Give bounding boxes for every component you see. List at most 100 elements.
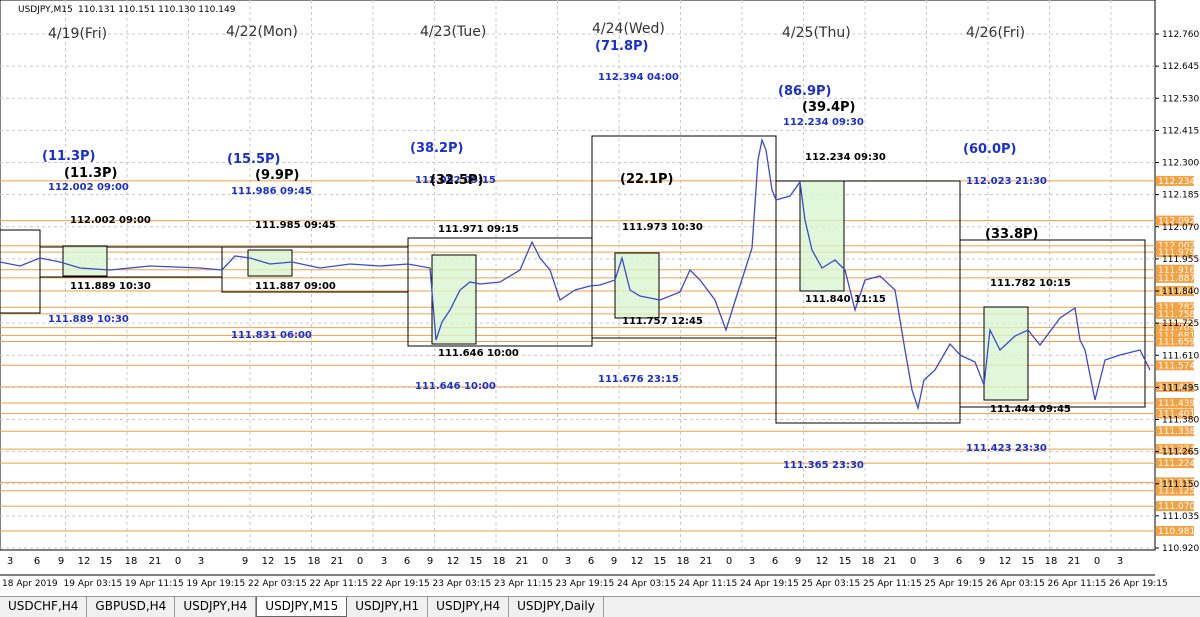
hour-label: 3 [198, 556, 204, 567]
chart-tab[interactable]: USDJPY,H4 [175, 597, 257, 617]
level-tag [1156, 247, 1194, 258]
tab-bar: USDCHF,H4 GBPUSD,H4 USDJPY,H4 USDJPY,M15 USD… [0, 596, 1200, 617]
annotation: (33.8P) [985, 227, 1039, 242]
hour-label: 9 [58, 556, 64, 567]
date-label: 19 Apr 11:15 [125, 579, 184, 589]
date-label: 23 Apr 03:15 [433, 579, 492, 589]
annotation: 111.423 23:30 [966, 443, 1047, 454]
date-label: 25 Apr 11:15 [863, 579, 922, 589]
hour-label: 0 [726, 556, 732, 567]
hour-label: 12 [262, 556, 275, 567]
price-label: 111.035 [1162, 512, 1199, 522]
date-label: 25 Apr 19:15 [925, 579, 984, 589]
price-label: 112.070 [1162, 223, 1199, 233]
date-label: 26 Apr 11:15 [1048, 579, 1107, 589]
hour-label: 0 [542, 556, 548, 567]
hour-label: 21 [149, 556, 162, 567]
level-tag [1156, 322, 1194, 333]
day-label: 4/24(Wed) [592, 21, 665, 37]
level-tag [1156, 302, 1194, 313]
annotation: (71.8P) [595, 39, 649, 54]
day-label: 4/23(Tue) [420, 24, 486, 40]
annotation: (38.2P) [410, 141, 464, 156]
hour-label: 18 [677, 556, 690, 567]
price-label: 111.840 [1162, 287, 1199, 297]
level-label: 111.224 [1158, 459, 1195, 469]
price-label: 111.150 [1162, 480, 1199, 490]
plot-frame [0, 0, 1156, 551]
chart-tab[interactable]: USDJPY,Daily [509, 597, 604, 617]
level-label: 111.840 [1158, 287, 1195, 297]
chart-tab[interactable]: USDJPY,H4 [428, 597, 510, 617]
price-label: 111.610 [1162, 351, 1199, 361]
price-label: 112.760 [1162, 30, 1199, 40]
date-label: 26 Apr 19:15 [1109, 579, 1168, 589]
annotation: 112.234 09:30 [783, 117, 864, 128]
annotation: 111.889 10:30 [48, 314, 129, 325]
level-label: 111.401 [1158, 410, 1195, 420]
annotation: 111.782 10:15 [990, 278, 1071, 289]
day-label: 4/26(Fri) [966, 25, 1025, 41]
date-label: 24 Apr 03:15 [617, 579, 676, 589]
day-label: 4/25(Thu) [782, 25, 851, 41]
date-label: 19 Apr 19:15 [187, 579, 246, 589]
chart-tab[interactable]: USDJPY,H1 [347, 597, 429, 617]
session-boxes [62, 180, 1029, 401]
level-tag [1156, 408, 1194, 419]
level-label: 112.092 [1158, 217, 1195, 227]
level-label: 112.234 [1158, 177, 1195, 187]
level-label: 111.979 [1158, 248, 1195, 258]
level-tag [1156, 426, 1194, 437]
annotation: (9.9P) [255, 168, 299, 183]
annotation: (60.0P) [963, 142, 1017, 157]
annotation: 111.646 10:00 [438, 348, 519, 359]
symbol: USDJPY,M15 [18, 5, 73, 15]
hour-label: 6 [404, 556, 410, 567]
date-label: 23 Apr 19:15 [556, 579, 615, 589]
hour-label: 9 [979, 556, 985, 567]
level-label: 111.125 [1158, 487, 1195, 497]
date-label: 24 Apr 19:15 [740, 579, 799, 589]
annotation: 111.757 12:45 [622, 316, 703, 327]
level-tag [1156, 286, 1194, 296]
chart-tab[interactable]: GBPUSD,H4 [87, 597, 176, 617]
chart-tab[interactable]: USDCHF,H4 [0, 597, 88, 617]
level-tag [1156, 458, 1194, 469]
hour-label: 15 [100, 556, 113, 567]
chart-area: 112.234112.092112.002111.979111.916111.8… [0, 0, 1199, 589]
level-label: 111.439 [1158, 399, 1195, 409]
chart-tab[interactable]: USDJPY,M15 [256, 597, 348, 617]
level-label: 110.981 [1158, 527, 1195, 537]
level-label: 111.758 [1158, 310, 1195, 320]
date-label: 19 Apr 03:15 [64, 579, 123, 589]
hour-label: 15 [839, 556, 852, 567]
level-tag [1156, 308, 1194, 319]
hour-label: 12 [631, 556, 644, 567]
hour-label: 18 [125, 556, 138, 567]
hour-label: 6 [588, 556, 594, 567]
date-label: 22 Apr 03:15 [248, 579, 307, 589]
level-label: 112.002 [1158, 242, 1195, 252]
level-label: 111.681 [1158, 331, 1195, 341]
hour-label: 3 [749, 556, 755, 567]
annotation: 112.234 09:30 [805, 152, 886, 163]
hour-label: 0 [175, 556, 181, 567]
hour-label: 15 [284, 556, 297, 567]
level-tag [1156, 485, 1194, 496]
level-tag [1156, 240, 1194, 251]
annotation: (11.3P) [64, 166, 118, 181]
level-tag [1156, 381, 1194, 392]
price-label: 111.265 [1162, 448, 1199, 458]
annotation: 112.002 09:00 [70, 215, 151, 226]
level-tag [1156, 264, 1194, 275]
date-label: 22 Apr 19:15 [371, 579, 430, 589]
annotation: 112.394 04:00 [598, 72, 679, 83]
hour-label: 3 [381, 556, 387, 567]
annotation: 112.052 09:15 [415, 175, 496, 186]
hour-label: 3 [565, 556, 571, 567]
level-label: 111.155 [1158, 478, 1195, 488]
hour-label: 18 [308, 556, 321, 567]
annotation: 111.831 06:00 [231, 330, 312, 341]
price-label: 112.530 [1162, 94, 1199, 104]
